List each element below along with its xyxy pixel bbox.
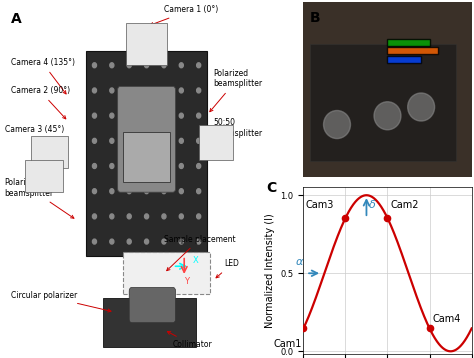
Circle shape	[92, 189, 97, 194]
Circle shape	[127, 88, 131, 93]
Circle shape	[92, 214, 97, 219]
Circle shape	[197, 239, 201, 244]
Text: Cam4: Cam4	[432, 314, 461, 324]
Circle shape	[145, 88, 148, 93]
Text: Polarized
beamsplitter: Polarized beamsplitter	[5, 178, 74, 218]
Text: C: C	[266, 181, 276, 195]
Circle shape	[179, 88, 183, 93]
Circle shape	[92, 239, 97, 244]
Circle shape	[324, 111, 350, 139]
FancyBboxPatch shape	[103, 298, 196, 347]
Circle shape	[127, 63, 131, 68]
Circle shape	[197, 138, 201, 143]
Circle shape	[127, 113, 131, 118]
Circle shape	[110, 138, 114, 143]
Text: X: X	[193, 256, 199, 265]
Text: Camera 1 (0°): Camera 1 (0°)	[150, 5, 218, 25]
FancyBboxPatch shape	[199, 125, 233, 160]
Circle shape	[179, 164, 183, 169]
Text: Cam2: Cam2	[390, 200, 419, 210]
Circle shape	[197, 88, 201, 93]
FancyBboxPatch shape	[310, 44, 456, 161]
Text: Camera 4 (135°): Camera 4 (135°)	[10, 58, 74, 94]
Circle shape	[197, 113, 201, 118]
FancyBboxPatch shape	[86, 51, 207, 256]
Circle shape	[162, 138, 166, 143]
FancyBboxPatch shape	[387, 47, 438, 54]
Text: Circular polarizer: Circular polarizer	[10, 291, 111, 312]
Circle shape	[179, 63, 183, 68]
Circle shape	[408, 93, 435, 121]
FancyBboxPatch shape	[31, 136, 68, 168]
Circle shape	[110, 113, 114, 118]
Text: Cam3: Cam3	[306, 200, 334, 210]
Circle shape	[110, 214, 114, 219]
Circle shape	[145, 138, 148, 143]
Text: B: B	[310, 10, 321, 25]
Text: $\delta$: $\delta$	[368, 198, 377, 209]
FancyBboxPatch shape	[387, 39, 429, 45]
Circle shape	[92, 138, 97, 143]
Circle shape	[145, 113, 148, 118]
Circle shape	[110, 239, 114, 244]
Text: Y: Y	[184, 277, 189, 286]
Circle shape	[145, 63, 148, 68]
Circle shape	[110, 63, 114, 68]
Circle shape	[197, 63, 201, 68]
Circle shape	[145, 164, 148, 169]
Circle shape	[179, 113, 183, 118]
Circle shape	[127, 164, 131, 169]
Circle shape	[92, 113, 97, 118]
Text: Camera 3 (45°): Camera 3 (45°)	[5, 125, 64, 158]
FancyBboxPatch shape	[25, 160, 63, 192]
Circle shape	[110, 189, 114, 194]
Text: A: A	[10, 13, 21, 26]
Circle shape	[92, 63, 97, 68]
Circle shape	[145, 189, 148, 194]
Circle shape	[145, 239, 148, 244]
Text: $\alpha$: $\alpha$	[295, 257, 304, 267]
Y-axis label: Normalized Intensity (I): Normalized Intensity (I)	[265, 213, 275, 328]
Circle shape	[162, 239, 166, 244]
Circle shape	[127, 239, 131, 244]
Circle shape	[92, 88, 97, 93]
Circle shape	[179, 189, 183, 194]
Circle shape	[197, 164, 201, 169]
Text: Camera 2 (90°): Camera 2 (90°)	[10, 87, 70, 119]
Text: Polarized
beamsplitter: Polarized beamsplitter	[210, 69, 262, 112]
Circle shape	[179, 214, 183, 219]
FancyBboxPatch shape	[126, 23, 167, 65]
Circle shape	[374, 102, 401, 130]
Circle shape	[197, 214, 201, 219]
Circle shape	[127, 138, 131, 143]
Circle shape	[127, 214, 131, 219]
Circle shape	[92, 164, 97, 169]
Circle shape	[179, 239, 183, 244]
FancyBboxPatch shape	[387, 56, 421, 63]
Circle shape	[110, 164, 114, 169]
Text: LED: LED	[216, 259, 239, 278]
Circle shape	[162, 164, 166, 169]
FancyBboxPatch shape	[129, 287, 175, 323]
Circle shape	[179, 138, 183, 143]
FancyBboxPatch shape	[123, 132, 170, 182]
Circle shape	[162, 113, 166, 118]
Circle shape	[162, 63, 166, 68]
Circle shape	[162, 214, 166, 219]
Circle shape	[162, 189, 166, 194]
Text: 50:50
beamsplitter: 50:50 beamsplitter	[210, 118, 262, 158]
Circle shape	[197, 189, 201, 194]
FancyBboxPatch shape	[118, 86, 175, 192]
Circle shape	[110, 88, 114, 93]
Text: Collimator: Collimator	[167, 332, 212, 349]
Text: Sample placement: Sample placement	[164, 234, 236, 271]
Circle shape	[162, 88, 166, 93]
Circle shape	[145, 214, 148, 219]
FancyBboxPatch shape	[123, 252, 210, 295]
Text: Cam1: Cam1	[273, 339, 301, 349]
Circle shape	[127, 189, 131, 194]
